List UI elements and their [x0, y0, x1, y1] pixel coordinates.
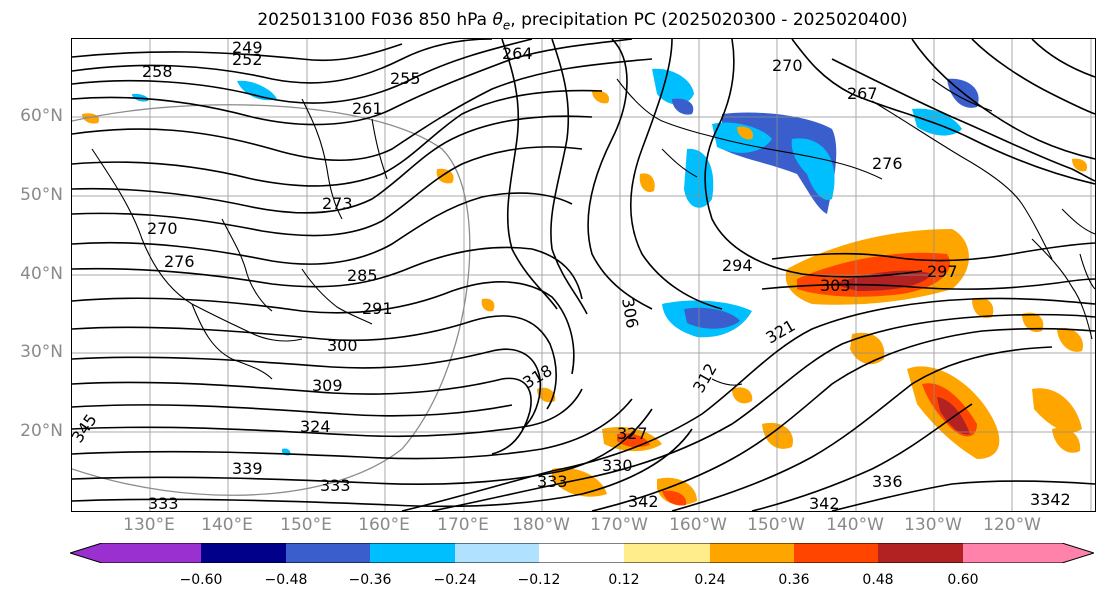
- colorbar-segment: [201, 543, 286, 563]
- lon-label: 120°W: [983, 515, 1041, 535]
- colorbar-tick-label: −0.60: [179, 572, 223, 588]
- lat-label: 50°N: [20, 185, 63, 205]
- lon-label: 170°W: [590, 515, 648, 535]
- colorbar-segment: [286, 543, 370, 563]
- contour-label: 294: [722, 256, 753, 275]
- contour-label: 285: [347, 266, 378, 285]
- contour-label: 342: [628, 492, 659, 511]
- contour-label: 306: [618, 296, 642, 329]
- title-suffix: , precipitation PC (2025020300 - 2025020…: [510, 10, 908, 30]
- colorbar-tick-label: −0.24: [433, 572, 477, 588]
- contour-label: 303: [820, 276, 851, 295]
- contour-label: 318: [520, 361, 556, 393]
- colorbar-segment: [539, 543, 624, 563]
- contour-label: 264: [502, 44, 533, 63]
- lon-label: 160°E: [358, 515, 410, 535]
- contour-label: 273: [322, 194, 353, 213]
- colorbar: [70, 543, 1094, 563]
- lon-label: 130°E: [123, 515, 175, 535]
- precip-shading: [82, 68, 1088, 506]
- contour-label: 342: [809, 494, 840, 511]
- contour-label: 249: [232, 39, 263, 57]
- title-theta-sub: e: [502, 18, 511, 33]
- lat-label: 40°N: [20, 264, 63, 284]
- contour-label: 324: [300, 417, 331, 436]
- lon-label: 180°W: [512, 515, 570, 535]
- lon-label: 140°E: [201, 515, 253, 535]
- contour-label: 276: [164, 252, 195, 271]
- map-panel: 249 252 258 255 261 264 270 267 273 276 …: [71, 38, 1096, 512]
- lat-label: 30°N: [20, 342, 63, 362]
- colorbar-tick-label: 0.48: [862, 572, 894, 588]
- contour-label: 327: [617, 424, 648, 443]
- colorbar-tick-label: −0.12: [517, 572, 561, 588]
- chart-title: 2025013100 F036 850 hPa θe, precipitatio…: [0, 10, 1105, 32]
- contour-label: 297: [927, 262, 958, 281]
- contour-label: 333: [320, 476, 351, 495]
- lon-label: 160°W: [669, 515, 727, 535]
- contour-label: 309: [312, 376, 343, 395]
- colorbar-segment: [794, 543, 878, 563]
- map-svg: 249 252 258 255 261 264 270 267 273 276 …: [72, 39, 1095, 511]
- region-circle: [72, 104, 471, 496]
- colorbar-tick-label: −0.36: [348, 572, 392, 588]
- contour-label: 258: [142, 62, 173, 81]
- contour-label: 276: [872, 154, 903, 173]
- contour-label: 270: [772, 56, 803, 75]
- colorbar-segment: [70, 543, 201, 563]
- contour-label: 300: [327, 336, 358, 355]
- contour-label: 321: [763, 316, 799, 348]
- lat-label: 60°N: [20, 106, 63, 126]
- contour-label: 255: [390, 69, 421, 88]
- contour-label: 333: [537, 472, 568, 491]
- colorbar-segment: [878, 543, 963, 563]
- contour-label: 312: [689, 360, 721, 396]
- theta-e-contours: [72, 39, 1095, 511]
- coastlines: [91, 78, 1095, 386]
- colorbar-tick-label: 0.36: [778, 572, 810, 588]
- contour-label: 333: [148, 494, 179, 511]
- lon-label: 170°E: [437, 515, 489, 535]
- lon-label: 150°W: [747, 515, 805, 535]
- title-prefix: 2025013100 F036 850 hPa: [257, 10, 493, 30]
- colorbar-tick-label: 0.60: [947, 572, 979, 588]
- colorbar-tick-label: 0.12: [608, 572, 640, 588]
- contour-label: 339: [232, 459, 263, 478]
- lat-label: 20°N: [20, 421, 63, 441]
- colorbar-segment: [624, 543, 710, 563]
- lon-label: 140°W: [826, 515, 884, 535]
- contour-label: 270: [147, 219, 178, 238]
- lon-label: 150°E: [280, 515, 332, 535]
- contour-label: 267: [847, 84, 878, 103]
- contour-label: 252: [232, 50, 263, 69]
- colorbar-tick-label: 0.24: [694, 572, 726, 588]
- contour-label: 336: [872, 472, 903, 491]
- lon-label: 130°W: [904, 515, 962, 535]
- colorbar-segment: [710, 543, 794, 563]
- contour-label: 330: [602, 456, 633, 475]
- title-theta: θ: [492, 10, 503, 30]
- contour-label: 261: [352, 99, 383, 118]
- colorbar-segment: [370, 543, 455, 563]
- colorbar-segment: [455, 543, 539, 563]
- contour-label: 3342: [1030, 490, 1071, 509]
- colorbar-segment: [963, 543, 1094, 563]
- contour-label: 291: [362, 299, 393, 318]
- colorbar-tick-label: −0.48: [264, 572, 308, 588]
